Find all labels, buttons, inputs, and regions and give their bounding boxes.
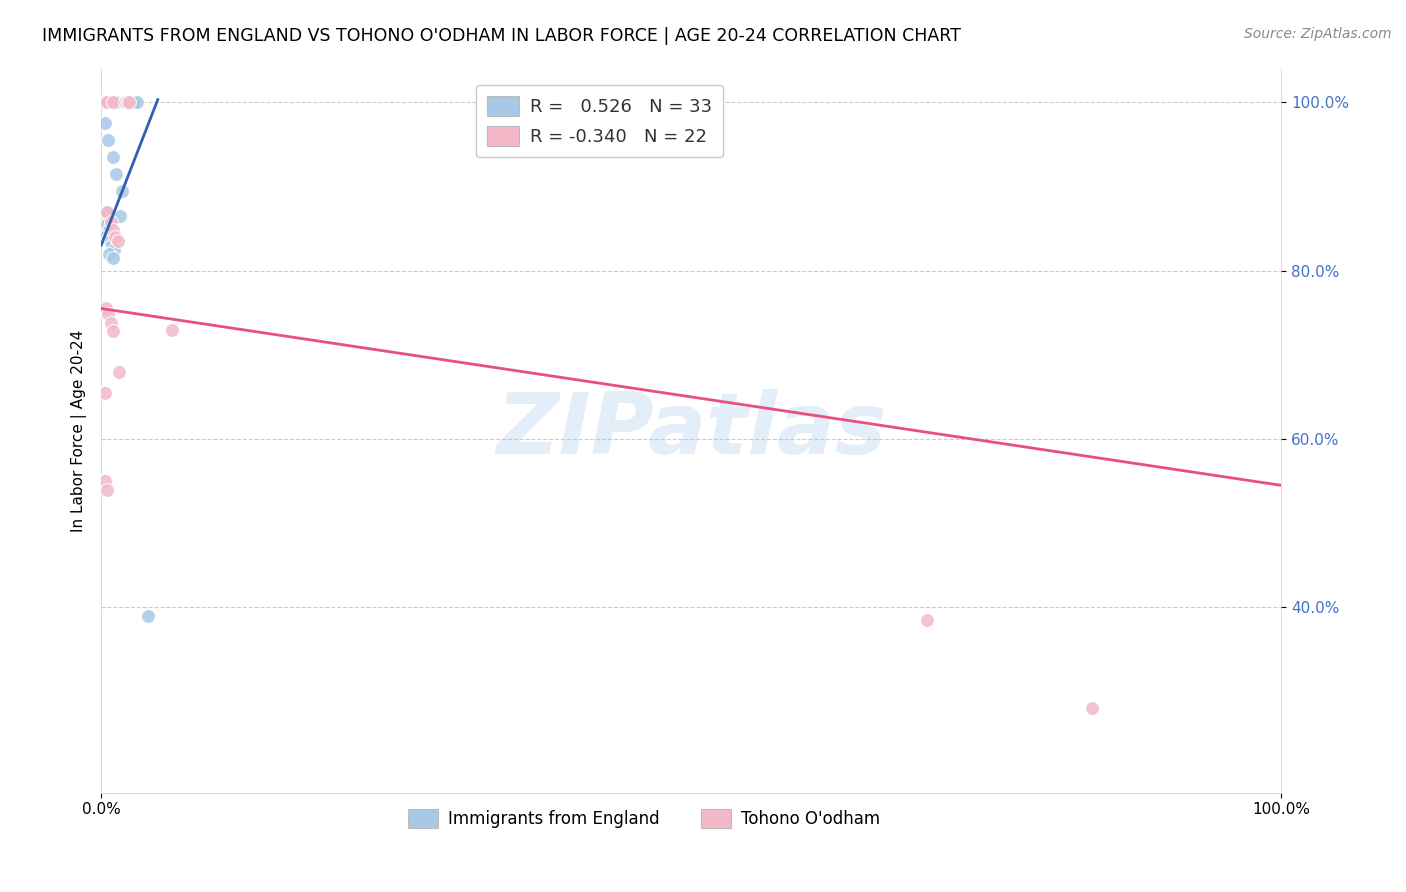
Point [100, 215, 122, 229]
Point [97, 307, 120, 321]
Point [98, 95, 121, 110]
Point [96, 204, 118, 219]
Point [98, 246, 121, 260]
Point [101, 95, 124, 110]
Point [105, 95, 128, 110]
Point [115, 95, 138, 110]
Point [100, 316, 122, 330]
Point [100, 234, 122, 248]
Text: Source: ZipAtlas.com: Source: ZipAtlas.com [1244, 27, 1392, 41]
Point [94, 301, 117, 316]
Point [104, 95, 127, 110]
Point [94, 204, 117, 219]
Point [105, 167, 128, 181]
Y-axis label: In Labor Force | Age 20-24: In Labor Force | Age 20-24 [72, 329, 87, 532]
Point [97, 95, 120, 110]
Point [100, 238, 122, 252]
Text: IMMIGRANTS FROM ENGLAND VS TOHONO O'ODHAM IN LABOR FORCE | AGE 20-24 CORRELATION: IMMIGRANTS FROM ENGLAND VS TOHONO O'ODHA… [42, 27, 962, 45]
Point [98, 223, 121, 237]
Point [115, 95, 138, 110]
Point [93, 230, 115, 244]
Point [101, 324, 124, 338]
Point [108, 209, 131, 223]
Point [101, 251, 124, 265]
Point [104, 230, 127, 244]
Point [97, 231, 120, 245]
Point [103, 95, 125, 110]
Point [107, 234, 129, 248]
Legend: Immigrants from England, Tohono O'odham: Immigrants from England, Tohono O'odham [401, 803, 887, 835]
Point [101, 95, 124, 110]
Point [160, 322, 183, 336]
Point [136, 608, 159, 623]
Point [94, 95, 117, 110]
Point [93, 385, 115, 400]
Point [96, 483, 118, 497]
Point [101, 223, 124, 237]
Point [96, 95, 118, 110]
Point [100, 95, 122, 110]
Point [118, 95, 141, 110]
Point [96, 95, 118, 110]
Point [93, 116, 115, 130]
Point [97, 133, 120, 147]
Point [103, 243, 125, 257]
Point [121, 95, 143, 110]
Point [108, 365, 131, 379]
Point [125, 95, 148, 110]
Point [101, 150, 124, 164]
Point [111, 184, 134, 198]
Point [96, 217, 118, 231]
Point [118, 95, 141, 110]
Point [93, 95, 115, 110]
Point [114, 95, 136, 110]
Point [1081, 701, 1104, 715]
Point [122, 95, 145, 110]
Point [915, 613, 938, 627]
Point [114, 95, 136, 110]
Point [100, 95, 122, 110]
Text: ZIPatlas: ZIPatlas [496, 389, 886, 472]
Point [93, 474, 115, 488]
